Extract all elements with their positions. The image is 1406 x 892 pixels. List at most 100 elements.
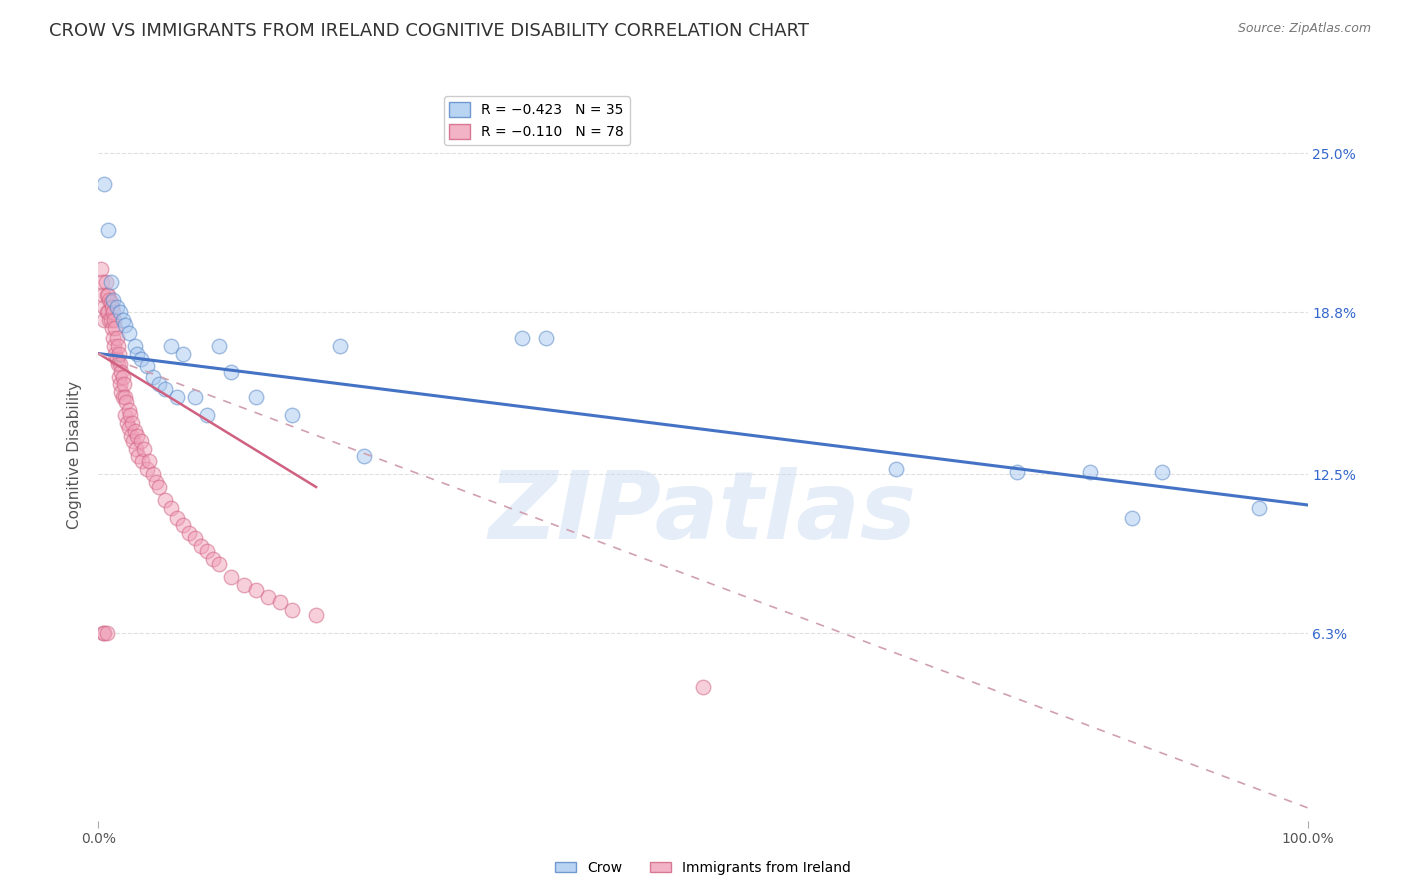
Point [534, 331, 557, 345]
Point [138, 454, 160, 468]
Point [127, 428, 149, 442]
Y-axis label: Cognitive Disability: Cognitive Disability [67, 381, 83, 529]
Point [96, 305, 118, 319]
Point [1078, 465, 1101, 479]
Point [202, 552, 225, 566]
Point [93, 177, 115, 191]
Point [107, 357, 129, 371]
Point [232, 577, 254, 591]
Point [329, 339, 352, 353]
Point [122, 434, 145, 448]
Point [221, 364, 243, 378]
Point [208, 557, 231, 571]
Point [166, 390, 188, 404]
Point [510, 331, 533, 345]
Point [91, 287, 114, 301]
Point [124, 339, 146, 353]
Point [121, 416, 143, 430]
Point [125, 442, 148, 456]
Point [111, 313, 134, 327]
Point [142, 369, 165, 384]
Text: CROW VS IMMIGRANTS FROM IRELAND COGNITIVE DISABILITY CORRELATION CHART: CROW VS IMMIGRANTS FROM IRELAND COGNITIV… [49, 22, 810, 40]
Point [112, 377, 135, 392]
Point [166, 510, 188, 524]
Point [118, 326, 141, 340]
Point [111, 390, 134, 404]
Point [115, 395, 138, 409]
Point [101, 305, 124, 319]
Point [101, 293, 124, 307]
Point [195, 544, 218, 558]
Point [114, 318, 136, 333]
Point [245, 390, 267, 404]
Point [101, 331, 124, 345]
Point [108, 346, 131, 360]
Point [118, 408, 141, 422]
Point [134, 442, 156, 456]
Point [153, 492, 176, 507]
Point [281, 408, 304, 422]
Point [120, 428, 142, 442]
Point [160, 339, 183, 353]
Point [208, 339, 231, 353]
Point [110, 364, 132, 378]
Point [90, 261, 112, 276]
Point [105, 331, 128, 345]
Point [184, 390, 207, 404]
Point [114, 390, 136, 404]
Point [100, 301, 122, 315]
Point [195, 408, 218, 422]
Point [103, 339, 125, 353]
Point [127, 346, 149, 360]
Point [104, 346, 127, 360]
Point [172, 518, 194, 533]
Point [100, 313, 122, 327]
Point [153, 383, 176, 397]
Point [256, 591, 278, 605]
Point [98, 313, 121, 327]
Point [103, 313, 125, 327]
Point [245, 582, 267, 597]
Point [105, 351, 128, 366]
Point [108, 357, 131, 371]
Point [91, 275, 114, 289]
Point [281, 603, 304, 617]
Point [148, 480, 170, 494]
Point [305, 608, 328, 623]
Point [118, 403, 141, 417]
Point [93, 313, 115, 327]
Point [104, 321, 127, 335]
Point [127, 449, 149, 463]
Point [114, 408, 136, 422]
Point [93, 301, 115, 315]
Point [100, 275, 122, 289]
Point [1007, 465, 1029, 479]
Point [129, 434, 152, 448]
Point [353, 449, 375, 463]
Point [93, 626, 115, 640]
Point [108, 305, 131, 319]
Point [107, 339, 129, 353]
Point [886, 462, 908, 476]
Point [96, 287, 118, 301]
Point [269, 595, 291, 609]
Point [172, 346, 194, 360]
Point [692, 680, 714, 694]
Point [100, 295, 122, 310]
Point [100, 321, 122, 335]
Point [97, 223, 120, 237]
Point [160, 500, 183, 515]
Point [94, 275, 117, 289]
Point [145, 475, 167, 489]
Point [111, 369, 134, 384]
Legend: R = −0.423   N = 35, R = −0.110   N = 78: R = −0.423 N = 35, R = −0.110 N = 78 [444, 96, 630, 145]
Text: Source: ZipAtlas.com: Source: ZipAtlas.com [1237, 22, 1371, 36]
Point [108, 377, 131, 392]
Point [135, 359, 157, 374]
Point [148, 377, 170, 392]
Point [97, 287, 120, 301]
Point [96, 626, 118, 640]
Point [1152, 465, 1174, 479]
Point [118, 421, 141, 435]
Point [1249, 500, 1271, 515]
